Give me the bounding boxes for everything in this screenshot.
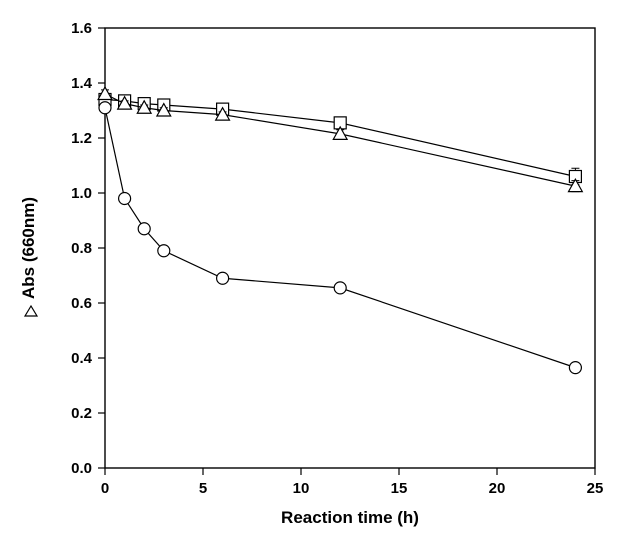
plot-frame: [105, 28, 595, 468]
y-axis-title: Abs (660nm): [19, 197, 38, 299]
y-tick-label: 0.4: [71, 350, 93, 367]
x-axis-title: Reaction time (h): [281, 508, 419, 527]
marker-circle: [138, 223, 150, 235]
marker-circle: [158, 245, 170, 257]
marker-circle: [119, 193, 131, 205]
y-tick-label: 0.8: [71, 240, 92, 257]
x-tick-label: 0: [101, 480, 109, 497]
x-tick-label: 15: [391, 480, 408, 497]
marker-circle: [99, 102, 111, 114]
chart-container: { "chart": { "type": "line", "width": 63…: [0, 0, 633, 546]
y-tick-label: 1.2: [71, 130, 92, 147]
x-tick-label: 20: [489, 480, 506, 497]
y-tick-label: 0.6: [71, 295, 92, 312]
marker-circle: [569, 362, 581, 374]
y-axis-wedge-icon: [25, 306, 37, 316]
x-tick-label: 10: [293, 480, 310, 497]
y-tick-label: 0.0: [71, 460, 92, 477]
series-triangle-line: [105, 94, 575, 186]
chart-svg: 0 5 10 15 20 25 0.0 0.2 0.4 0.6 0.8 1.0 1.2 1.4 1.6 Rea…: [0, 0, 633, 546]
series-circle-line: [105, 108, 575, 368]
y-tick-label: 0.2: [71, 405, 92, 422]
y-tick-label: 1.0: [71, 185, 92, 202]
x-tick-label: 5: [199, 480, 207, 497]
y-tick-label: 1.6: [71, 20, 92, 37]
x-tick-label: 25: [587, 480, 604, 497]
y-axis-title-group: Abs (660nm): [19, 197, 38, 316]
marker-circle: [334, 282, 346, 294]
marker-circle: [217, 272, 229, 284]
y-tick-label: 1.4: [71, 75, 93, 92]
